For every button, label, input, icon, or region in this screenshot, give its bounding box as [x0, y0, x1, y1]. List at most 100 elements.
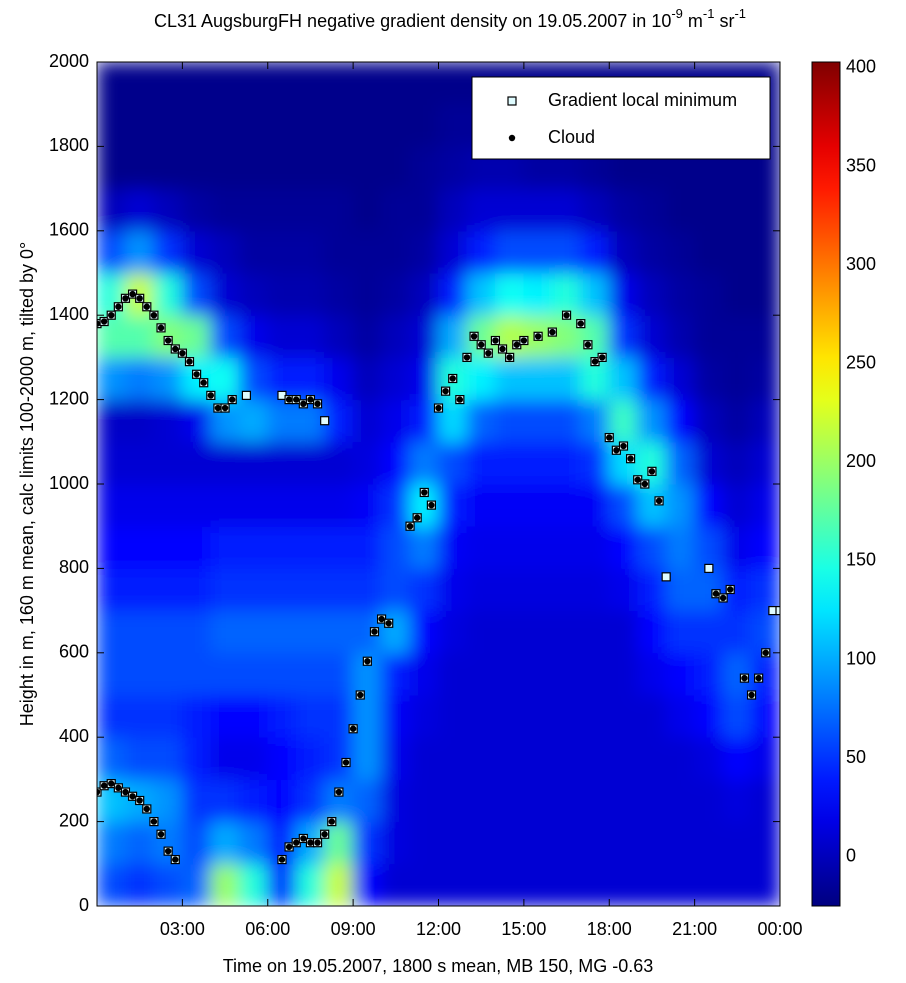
- heat-cell: [381, 821, 411, 865]
- heat-cell: [494, 188, 525, 232]
- point-square: [704, 563, 714, 574]
- heat-cell: [153, 145, 183, 190]
- heat-cell: [324, 145, 354, 190]
- x-tick-label: 18:00: [587, 919, 632, 939]
- point-dot: [549, 328, 556, 336]
- heat-cell: [665, 399, 696, 443]
- colorbar-tick-label: 300: [846, 254, 876, 274]
- heat-cell: [523, 525, 553, 569]
- heat-cell: [551, 399, 582, 443]
- heat-cell: [523, 399, 553, 443]
- heat-cell: [295, 62, 326, 105]
- y-tick-label: 600: [59, 642, 89, 662]
- heat-cell: [381, 441, 411, 485]
- heat-cell: [438, 694, 468, 738]
- heat-cell: [722, 736, 753, 780]
- heat-cell: [124, 736, 155, 780]
- heat-cell: [97, 188, 126, 232]
- colorbar-tick-label: 400: [846, 57, 876, 77]
- heat-cell: [551, 483, 582, 527]
- point-square: [320, 416, 330, 426]
- heat-cell: [466, 567, 496, 612]
- heat-cell: [722, 399, 753, 443]
- heat-cell: [238, 145, 269, 190]
- title-superscript: -1: [703, 6, 715, 21]
- heat-cell: [523, 441, 553, 485]
- colorbar: [812, 62, 840, 906]
- heat-cell: [153, 188, 183, 232]
- point-dot: [307, 396, 314, 403]
- heat-cell: [295, 736, 326, 780]
- heat-cell: [580, 736, 610, 780]
- point-dot: [100, 782, 108, 789]
- heat-cell: [210, 103, 240, 147]
- heat-cell: [124, 483, 155, 527]
- heat-cell: [153, 778, 183, 823]
- heat-cell: [722, 778, 753, 823]
- heat-cell: [295, 103, 326, 147]
- heat-cell: [751, 272, 780, 316]
- heat-cell: [751, 399, 780, 443]
- heat-cell: [324, 778, 354, 823]
- heat-cell: [466, 272, 496, 316]
- heat-cell: [751, 230, 780, 274]
- heat-cell: [352, 314, 383, 358]
- y-tick-label: 0: [79, 895, 89, 915]
- heat-cell: [722, 483, 753, 527]
- heat-cell: [637, 188, 667, 232]
- heat-cell: [637, 736, 667, 780]
- heat-cell: [466, 863, 496, 906]
- heat-cell: [153, 356, 183, 401]
- heat-cell: [551, 863, 582, 906]
- heat-cell: [267, 567, 297, 612]
- heat-cell: [124, 652, 155, 696]
- heat-cell: [295, 525, 326, 569]
- heat-cell: [324, 610, 354, 654]
- heat-cell: [181, 145, 212, 190]
- heat-cell: [694, 188, 724, 232]
- heat-cell: [381, 314, 411, 358]
- heat-cell: [295, 778, 326, 823]
- heat-cell: [124, 188, 155, 232]
- heat-cell: [494, 272, 525, 316]
- heat-cell: [267, 230, 297, 274]
- heat-cell: [124, 694, 155, 738]
- heat-cell: [181, 525, 212, 569]
- y-tick-label: 2000: [49, 51, 89, 71]
- heat-cell: [580, 821, 610, 865]
- heat-cell: [153, 272, 183, 316]
- heat-cell: [295, 483, 326, 527]
- colorbar-tick-label: 200: [846, 451, 876, 471]
- point-dot: [314, 400, 321, 408]
- point-dot: [563, 312, 570, 319]
- heat-cell: [523, 230, 553, 274]
- heat-cell: [608, 314, 639, 358]
- heat-cell: [608, 610, 639, 654]
- point-dot: [606, 434, 613, 441]
- heat-cell: [637, 356, 667, 401]
- heat-cell: [97, 356, 126, 401]
- heat-cell: [238, 736, 269, 780]
- x-axis-label: Time on 19.05.2007, 1800 s mean, MB 150,…: [223, 956, 654, 976]
- heat-cell: [352, 778, 383, 823]
- heat-cell: [295, 230, 326, 274]
- heat-cell: [238, 567, 269, 612]
- colorbar-tick-label: 350: [846, 155, 876, 175]
- heat-cell: [97, 652, 126, 696]
- heat-cell: [409, 441, 439, 485]
- heat-cell: [551, 821, 582, 865]
- heat-cell: [324, 272, 354, 316]
- point-dot: [534, 333, 542, 340]
- heat-cell: [238, 230, 269, 274]
- heat-cell: [694, 610, 724, 654]
- point-dot: [314, 839, 321, 846]
- heat-cell: [295, 441, 326, 485]
- point-dot: [634, 476, 641, 483]
- point-dot: [157, 324, 165, 332]
- heat-cell: [438, 863, 468, 906]
- legend-box: [471, 76, 771, 160]
- heat-cell: [523, 736, 553, 780]
- heat-cell: [324, 483, 354, 527]
- legend-label: Gradient local minimum: [548, 90, 737, 110]
- heat-cell: [97, 145, 126, 190]
